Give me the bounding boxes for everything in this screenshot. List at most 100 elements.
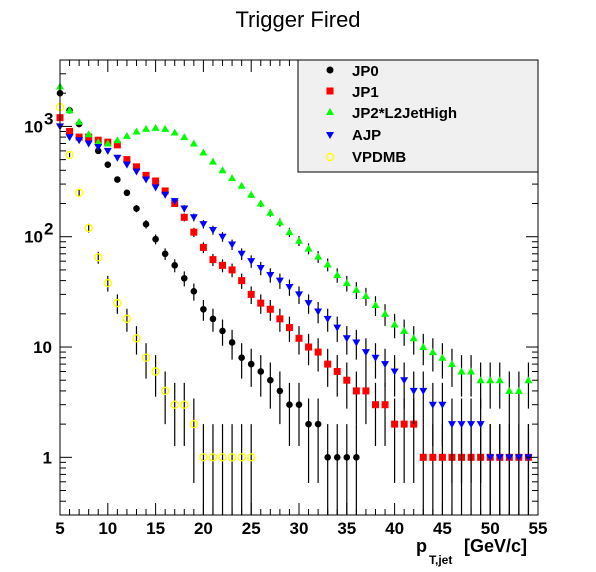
data-point xyxy=(180,274,188,282)
data-point xyxy=(113,154,122,162)
data-point xyxy=(104,161,112,168)
data-point xyxy=(228,339,236,346)
data-point xyxy=(152,177,160,185)
data-point xyxy=(256,199,265,207)
data-point xyxy=(238,277,246,285)
data-point xyxy=(333,367,341,375)
y-tick-exponent: 2 xyxy=(44,220,53,239)
data-point xyxy=(75,117,84,125)
data-point xyxy=(266,271,275,279)
data-point xyxy=(343,454,351,461)
x-tick-label: 40 xyxy=(385,519,404,538)
data-point xyxy=(409,334,418,342)
data-point xyxy=(342,279,351,287)
x-axis-label-main: p xyxy=(416,536,427,556)
data-point xyxy=(285,228,294,236)
data-point xyxy=(74,188,84,198)
data-point xyxy=(428,348,437,356)
data-point xyxy=(524,376,533,384)
data-point xyxy=(371,401,379,409)
data-point xyxy=(180,133,189,141)
data-point xyxy=(447,360,456,368)
series-vpdmb xyxy=(55,102,256,515)
data-point xyxy=(457,421,466,429)
data-point xyxy=(314,308,323,316)
data-point xyxy=(94,253,103,262)
data-point xyxy=(314,252,323,260)
data-point xyxy=(122,161,131,169)
data-point xyxy=(333,270,342,278)
x-tick-label: 10 xyxy=(98,519,117,538)
legend-box xyxy=(297,59,539,173)
data-point xyxy=(285,324,293,332)
data-point xyxy=(123,189,131,197)
data-point xyxy=(275,218,284,226)
data-point xyxy=(457,367,466,375)
data-point xyxy=(208,157,217,165)
data-point xyxy=(295,236,303,244)
data-point xyxy=(170,128,179,136)
legend-marker-vpdmb xyxy=(325,152,335,162)
data-point xyxy=(142,220,150,228)
data-point xyxy=(228,174,237,182)
x-tick-label: 45 xyxy=(433,519,452,538)
data-point xyxy=(141,353,151,362)
legend-label-jp0: JP0 xyxy=(352,63,379,80)
data-point xyxy=(353,454,360,461)
data-point xyxy=(199,453,208,462)
data-point xyxy=(65,106,74,114)
legend-entry-jp2: JP2*L2JetHigh xyxy=(326,105,457,122)
data-point xyxy=(151,367,160,376)
data-point xyxy=(208,227,217,235)
data-point xyxy=(218,166,227,174)
data-point xyxy=(343,376,351,384)
data-point xyxy=(94,138,103,146)
x-axis-title: p T,jet [GeV/c] xyxy=(416,536,527,567)
data-point xyxy=(180,205,189,213)
data-point xyxy=(361,349,370,357)
data-point xyxy=(285,284,294,292)
data-point xyxy=(103,139,112,147)
data-point xyxy=(314,420,322,428)
data-point xyxy=(390,320,399,328)
legend: JP0 JP1 JP2*L2JetHigh AJP VPDMB xyxy=(297,59,539,173)
data-point xyxy=(65,134,74,142)
data-point xyxy=(256,265,265,273)
data-point xyxy=(275,277,284,285)
data-point xyxy=(295,401,303,408)
y-tick-label: 10 xyxy=(24,228,43,247)
data-point xyxy=(323,260,332,268)
x-tick-label: 5 xyxy=(55,519,64,538)
data-point xyxy=(103,278,113,288)
y-tick-label: 10 xyxy=(33,338,52,357)
data-point xyxy=(219,327,226,335)
data-point xyxy=(486,376,495,384)
data-point xyxy=(514,454,523,462)
data-point xyxy=(218,233,227,241)
data-point xyxy=(151,184,160,192)
x-tick-label: 30 xyxy=(290,519,309,538)
legend-marker-jp1 xyxy=(326,87,334,95)
data-point xyxy=(132,163,140,171)
data-point xyxy=(84,130,93,138)
data-point xyxy=(295,291,303,299)
data-point xyxy=(390,368,399,376)
data-point xyxy=(199,221,208,229)
data-point xyxy=(113,298,122,308)
legend-marker-ajp xyxy=(326,132,334,139)
series-jp1 xyxy=(56,114,532,515)
data-point xyxy=(419,343,428,351)
data-point xyxy=(257,368,265,375)
data-point xyxy=(103,147,112,155)
data-point xyxy=(132,168,141,176)
data-point xyxy=(189,139,198,147)
data-point xyxy=(323,315,332,323)
data-point xyxy=(361,292,370,300)
data-point xyxy=(227,453,237,462)
data-point xyxy=(161,250,169,258)
data-point xyxy=(371,354,380,362)
data-point xyxy=(218,453,227,462)
data-point xyxy=(247,360,255,368)
